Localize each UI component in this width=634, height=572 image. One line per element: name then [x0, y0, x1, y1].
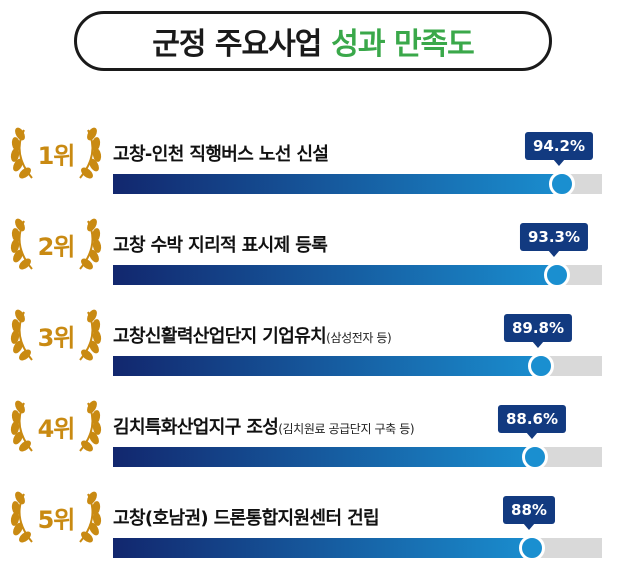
bar-track: [113, 444, 602, 470]
bar-end-marker: [519, 535, 545, 561]
laurel-icon: [10, 491, 102, 543]
bar-track: [113, 353, 602, 379]
rank-badge: 1위: [6, 122, 106, 184]
item-note: (삼성전자 등): [326, 331, 392, 345]
item-note: (김치원료 공급단지 구축 등): [278, 422, 415, 436]
bar-end-marker: [549, 171, 575, 197]
laurel-icon: [10, 400, 102, 452]
bar-track: [113, 171, 602, 197]
item-label: 김치특화산업지구 조성(김치원료 공급단지 구축 등): [113, 413, 415, 439]
item-label: 고창신활력산업단지 기업유치(삼성전자 등): [113, 322, 392, 348]
rank-badge: 3위: [6, 304, 106, 366]
value-label: 89.8%: [503, 314, 573, 348]
rank-badge: 2위: [6, 213, 106, 275]
rank-badge: 4위: [6, 395, 106, 457]
bar-fill: [113, 353, 554, 379]
item-label: 고창-인천 직행버스 노선 신설: [113, 140, 329, 166]
item-title: 고창 수박 지리적 표시제 등록: [113, 235, 328, 256]
item-label: 고창 수박 지리적 표시제 등록: [113, 231, 328, 257]
rank-label: 4위: [37, 415, 76, 443]
value-label: 88.6%: [497, 405, 567, 439]
bar-end-marker: [522, 444, 548, 470]
bar-end-marker: [544, 262, 570, 288]
item-label: 고창(호남권) 드론통합지원센터 건립: [113, 504, 380, 530]
title-main: 군정 주요사업: [152, 27, 322, 62]
bar-track: [113, 535, 602, 561]
laurel-icon: [10, 309, 102, 361]
bar-fill: [113, 444, 548, 470]
page-title: 군정 주요사업 성과 만족도: [74, 11, 552, 71]
item-title: 김치특화산업지구 조성: [113, 417, 279, 438]
rank-label: 5위: [37, 506, 76, 534]
value-label: 88%: [503, 496, 555, 530]
bar-fill: [113, 262, 570, 288]
rank-label: 1위: [37, 142, 76, 170]
value-label: 93.3%: [519, 223, 589, 257]
laurel-icon: [10, 127, 102, 179]
laurel-icon: [10, 218, 102, 270]
rank-badge: 5위: [6, 486, 106, 548]
item-title: 고창-인천 직행버스 노선 신설: [113, 144, 329, 165]
item-title: 고창신활력산업단지 기업유치: [113, 326, 327, 347]
bar-fill: [113, 171, 575, 197]
bar-track: [113, 262, 602, 288]
item-title: 고창(호남권) 드론통합지원센터 건립: [113, 508, 380, 529]
value-label: 94.2%: [524, 132, 594, 166]
rank-label: 3위: [37, 324, 76, 352]
bar-fill: [113, 535, 545, 561]
rank-label: 2위: [37, 233, 76, 261]
title-highlight: 성과 만족도: [331, 27, 474, 62]
bar-end-marker: [528, 353, 554, 379]
